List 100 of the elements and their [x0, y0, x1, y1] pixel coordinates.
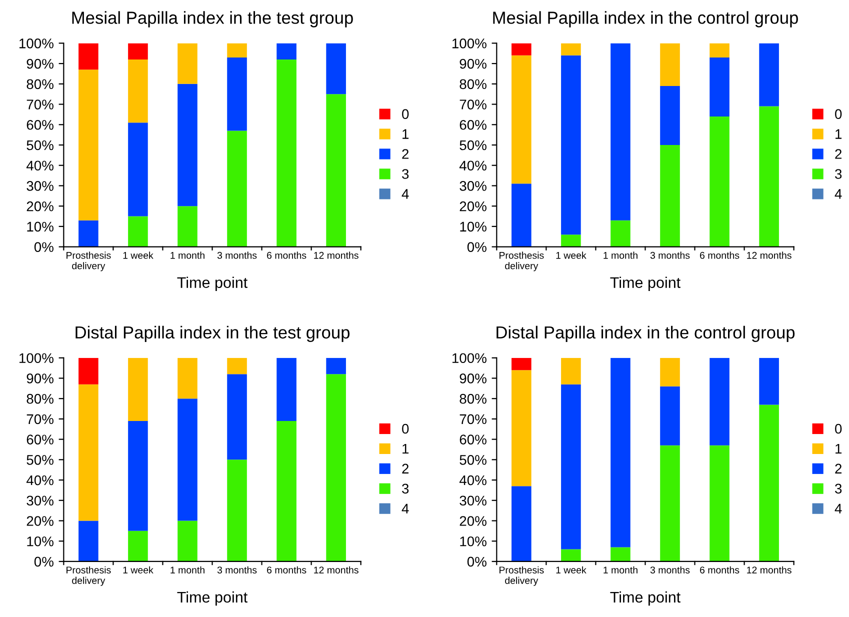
y-tick-label: 40% [459, 160, 486, 171]
y-tick-label: 100% [452, 353, 486, 364]
bar [660, 358, 680, 386]
y-tick-label: 0% [34, 556, 54, 567]
y-tick-label: 20% [460, 201, 486, 212]
x-axis-title: Time point [610, 276, 681, 291]
x-tick-label: 12 months [747, 566, 792, 574]
x-tick-label: 1 month [170, 252, 204, 259]
x-tick-label: 12 months [314, 252, 358, 259]
y-tick-label: 30% [460, 181, 486, 191]
legend-label: 3 [402, 169, 409, 179]
y-tick-label: 40% [26, 475, 54, 486]
x-tick-label: Prosthesis delivery [66, 566, 111, 586]
bar [78, 43, 98, 70]
bar [561, 43, 581, 56]
y-tick-label: 20% [460, 516, 486, 526]
x-tick-label: 12 months [314, 566, 358, 574]
legend-label: 0 [402, 424, 409, 434]
chart-title: Distal Papilla index in the control group [496, 326, 795, 342]
y-tick-label: 60% [460, 120, 486, 130]
bar [610, 43, 630, 220]
y-tick-label: 30% [460, 496, 486, 506]
legend-label: 2 [835, 149, 842, 159]
bar [512, 184, 532, 247]
bar [512, 55, 532, 184]
legend-label: 3 [402, 484, 409, 494]
y-tick-label: 50% [460, 140, 486, 150]
legend-label: 2 [402, 149, 409, 159]
y-tick-label: 100% [452, 38, 486, 48]
x-tick-label: Prosthesis delivery [500, 566, 544, 586]
legend-label: 2 [402, 464, 409, 474]
y-tick-label: 50% [460, 455, 486, 465]
bar [561, 549, 581, 562]
bar [759, 358, 779, 405]
y-tick-label: 90% [26, 58, 54, 69]
y-tick-label: 70% [26, 414, 54, 424]
y-tick-label: 20% [26, 516, 54, 526]
chart-title: Mesial Papilla index in the control group [493, 11, 798, 28]
legend-label: 1 [836, 129, 842, 139]
x-tick-label: 3 months [217, 566, 257, 574]
legend-label: 0 [835, 109, 842, 120]
y-tick-label: 70% [460, 100, 486, 110]
bar [78, 520, 98, 562]
bar [227, 460, 247, 562]
bar [128, 530, 148, 562]
bar [78, 220, 98, 247]
x-tick-label: Prosthesis delivery [500, 252, 544, 272]
x-tick-label: 12 months [747, 252, 792, 259]
x-axis-title: Time point [177, 276, 248, 291]
bar [660, 43, 680, 86]
bar [610, 358, 630, 548]
bar [128, 216, 148, 247]
bar [561, 55, 581, 235]
legend-label: 4 [402, 189, 409, 199]
x-axis-title: Time point [177, 591, 248, 606]
y-tick-label: 0% [467, 242, 486, 252]
y-tick-label: 10% [460, 222, 486, 232]
bar [512, 43, 532, 56]
bar [326, 43, 346, 94]
y-tick-label: 100% [19, 38, 54, 48]
bar [128, 59, 148, 123]
legend-label: 0 [402, 109, 409, 120]
legend-label: 2 [835, 464, 842, 474]
bar [660, 386, 680, 446]
bar [561, 384, 581, 550]
bar [660, 144, 680, 247]
y-tick-label: 70% [26, 100, 54, 110]
chart-title: Mesial Papilla index in the test group [72, 11, 353, 28]
bar [276, 43, 296, 60]
y-tick-label: 100% [19, 353, 54, 364]
bar [276, 358, 296, 421]
bar [128, 43, 148, 60]
bar [276, 420, 296, 562]
bar [759, 106, 779, 247]
bar [660, 445, 680, 562]
chart-title: Distal Papilla index in the test group [76, 326, 350, 342]
y-tick-label: 50% [26, 140, 54, 150]
legend-label: 3 [835, 484, 842, 494]
y-tick-label: 80% [460, 79, 486, 90]
y-tick-label: 10% [27, 222, 54, 232]
y-tick-label: 10% [27, 536, 54, 546]
bar [128, 122, 148, 216]
legend-label: 4 [402, 504, 409, 514]
legend-label: 0 [835, 424, 842, 434]
x-tick-label: 1 week [123, 252, 154, 259]
bar [561, 234, 581, 247]
x-tick-label: 6 months [267, 566, 306, 574]
x-tick-label: 1 week [123, 566, 154, 574]
y-tick-label: 80% [26, 79, 54, 90]
x-tick-label: Prosthesis delivery [66, 252, 111, 272]
legend-label: 1 [402, 444, 409, 454]
bar [178, 84, 198, 206]
x-tick-label: 1 month [604, 566, 638, 574]
legend-label: 4 [834, 189, 842, 199]
bar [610, 547, 630, 562]
y-tick-label: 40% [459, 475, 486, 486]
y-tick-label: 20% [26, 201, 54, 212]
bar [178, 206, 198, 247]
legend-label: 3 [835, 169, 842, 179]
bar [178, 520, 198, 562]
